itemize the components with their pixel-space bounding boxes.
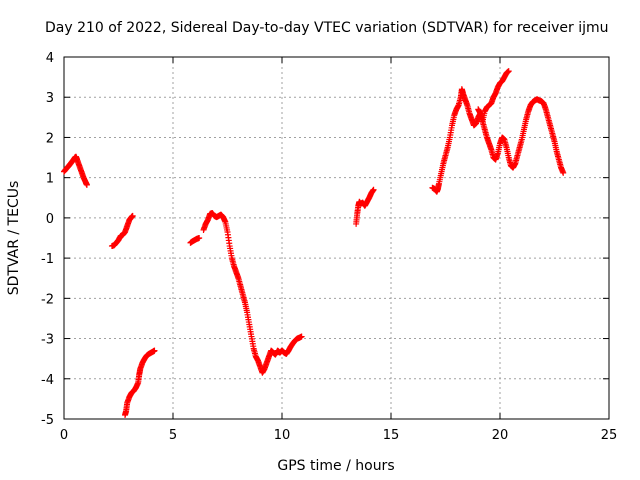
data-point	[83, 181, 90, 188]
x-tick-label: 25	[601, 428, 618, 443]
y-tick-label: 4	[46, 51, 54, 66]
x-tick-label: 0	[60, 428, 68, 443]
y-tick-label: -1	[41, 252, 54, 267]
data-point	[370, 186, 377, 193]
y-tick-label: -4	[41, 373, 54, 388]
y-tick-label: -2	[41, 292, 54, 307]
y-tick-label: -5	[41, 413, 54, 428]
x-axis-label: GPS time / hours	[277, 458, 394, 474]
x-tick-label: 20	[492, 428, 509, 443]
plot-frame	[63, 56, 610, 420]
y-tick-label: 0	[46, 212, 54, 227]
chart-title: Day 210 of 2022, Sidereal Day-to-day VTE…	[45, 20, 609, 36]
data-point	[505, 68, 512, 75]
y-tick-label: 2	[46, 131, 54, 146]
grid-lines	[64, 57, 609, 419]
x-tick-label: 5	[169, 428, 177, 443]
data-point	[298, 333, 305, 340]
y-tick-label: -3	[41, 333, 54, 348]
x-tick-label: 15	[383, 428, 400, 443]
data-point	[151, 347, 158, 354]
data-point	[196, 235, 203, 241]
data-point	[560, 169, 567, 176]
x-tick-label: 10	[274, 428, 291, 443]
axis-ticks: 0 5 10 15 20 25 -5 -4 -3 -2 -1 0 1 2 3 4	[41, 51, 617, 443]
y-tick-label: 3	[46, 91, 54, 106]
data-point	[129, 212, 136, 219]
data-points	[61, 68, 567, 418]
y-tick-label: 1	[46, 172, 54, 187]
y-axis-label: SDTVAR / TECUs	[6, 181, 22, 296]
